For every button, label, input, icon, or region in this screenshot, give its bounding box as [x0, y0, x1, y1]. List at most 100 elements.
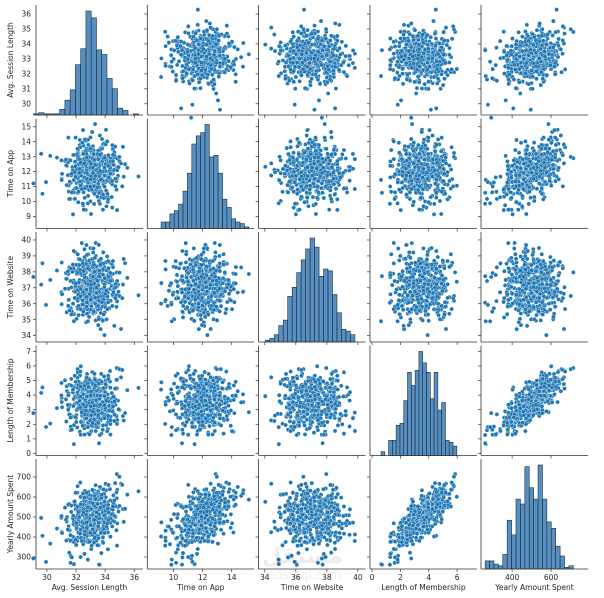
scatter-point: [43, 179, 49, 185]
scatter-point: [111, 290, 116, 295]
scatter-point: [434, 160, 440, 165]
scatter-point: [287, 78, 292, 83]
scatter-point: [311, 56, 317, 61]
scatter-point: [494, 196, 500, 202]
scatter-point: [326, 179, 332, 184]
scatter-point: [180, 75, 185, 81]
scatter-point: [387, 66, 393, 72]
scatter-point: [95, 156, 101, 162]
scatter-point: [516, 183, 522, 188]
scatter-point: [409, 21, 414, 26]
histogram-bar: [213, 155, 219, 229]
scatter-point: [350, 151, 356, 157]
scatter-point: [59, 260, 65, 265]
scatter-point: [521, 187, 526, 192]
scatter-point: [420, 187, 426, 192]
scatter-point: [268, 173, 274, 178]
scatter-point: [218, 303, 224, 309]
scatter-point: [186, 24, 191, 29]
scatter-point: [88, 184, 93, 190]
scatter-point: [235, 290, 241, 295]
scatter-point: [309, 42, 315, 47]
scatter-point: [544, 42, 549, 47]
scatter-point: [523, 139, 528, 144]
scatter-point: [116, 164, 121, 170]
scatter-point: [319, 38, 325, 43]
scatter-point: [307, 183, 313, 188]
scatter-point: [78, 306, 83, 312]
scatter-point: [214, 26, 220, 32]
scatter-point: [516, 66, 522, 72]
scatter-point: [77, 257, 83, 262]
scatter-point: [70, 301, 76, 306]
scatter-point: [80, 127, 86, 133]
scatter-point: [516, 150, 522, 155]
scatter-point: [520, 156, 525, 162]
scatter-point: [501, 55, 506, 60]
scatter-point: [297, 56, 302, 61]
scatter-point: [268, 25, 274, 30]
scatter-point: [188, 115, 194, 120]
scatter-point: [399, 156, 405, 162]
scatter-point: [568, 154, 574, 160]
scatter-point: [319, 156, 325, 162]
scatter-point: [497, 38, 503, 44]
scatter-point: [426, 56, 431, 62]
scatter-point: [526, 163, 531, 169]
scatter-point: [335, 197, 340, 202]
scatter-point: [185, 49, 190, 55]
scatter-point: [309, 165, 315, 171]
scatter-point: [159, 280, 164, 286]
scatter-point: [309, 31, 315, 36]
scatter-point: [395, 59, 400, 64]
scatter-point: [541, 38, 546, 44]
scatter-point: [47, 277, 53, 283]
scatter-point: [307, 187, 312, 192]
scatter-point: [85, 266, 91, 271]
scatter-point: [511, 62, 517, 68]
scatter-point: [322, 121, 327, 127]
scatter-point: [338, 52, 343, 57]
scatter-point: [426, 79, 431, 85]
scatter-point: [428, 107, 434, 112]
scatter-point: [121, 174, 126, 179]
scatter-point: [288, 145, 293, 150]
scatter-point: [552, 72, 558, 77]
scatter-point: [217, 253, 222, 259]
scatter-point: [81, 207, 87, 212]
scatter-point: [548, 183, 554, 188]
scatter-point: [553, 142, 559, 148]
scatter-point: [546, 137, 551, 142]
scatter-point: [301, 7, 307, 12]
scatter-point: [509, 43, 515, 49]
scatter-point: [428, 194, 434, 200]
scatter-point: [335, 33, 340, 39]
scatter-point: [313, 211, 319, 217]
scatter-point: [110, 152, 116, 158]
scatter-point: [410, 34, 416, 39]
scatter-point: [320, 47, 325, 53]
scatter-point: [502, 202, 508, 208]
scatter-point: [109, 303, 115, 309]
scatter-point: [333, 186, 339, 192]
scatter-point: [533, 151, 539, 157]
scatter-point: [215, 98, 221, 103]
scatter-point: [482, 190, 488, 196]
scatter-point: [388, 159, 393, 164]
histogram-bar: [195, 135, 201, 229]
scatter-point: [298, 24, 304, 29]
scatter-point: [84, 300, 90, 305]
scatter-point: [307, 60, 312, 66]
scatter-point: [315, 36, 321, 41]
scatter-point: [425, 151, 431, 157]
scatter-point: [38, 282, 44, 287]
scatter-point: [562, 31, 567, 36]
scatter-point: [211, 86, 216, 92]
scatter-point: [191, 246, 197, 251]
scatter-point: [540, 26, 545, 32]
scatter-point: [442, 76, 447, 81]
scatter-point: [509, 195, 514, 201]
scatter-point: [333, 86, 339, 91]
scatter-point: [213, 42, 219, 47]
scatter-point: [86, 314, 92, 320]
